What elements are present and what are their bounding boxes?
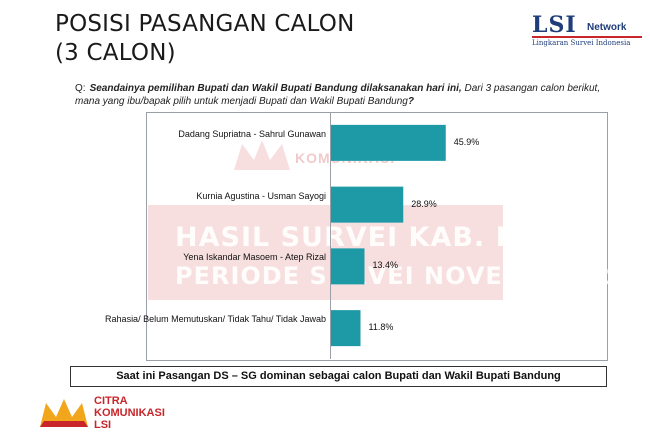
footer-line-2: KOMUNIKASI [94,407,165,419]
category-label-2: Yena Iskandar Masoem - Atep Rizal [183,252,326,263]
question-prefix: Q: [75,83,86,94]
bar-0 [331,124,446,161]
logo-subtitle: Lingkaran Survei Indonesia [532,39,631,47]
question-bold-part: Seandainya pemilihan Bupati dan Wakil Bu… [89,83,462,94]
bar-1 [331,186,404,223]
crown-icon [40,399,88,427]
logo-mark: LSI [532,12,577,38]
category-label-1: Kurnia Agustina - Usman Sayogi [196,190,326,201]
watermark-banner [148,205,503,300]
watermark-crown-icon [234,140,290,170]
question-end-mark: ? [407,96,414,107]
title-line-1: POSISI PASANGAN CALON [55,11,355,37]
category-label-0: Dadang Supriatna - Sahrul Gunawan [178,128,326,139]
logo-underline [532,36,642,38]
watermark-line-2: PERIODE SURVEI NOVEMBER 2020 [175,262,650,290]
watermark-line-1: HASIL SURVEI KAB. BANDUNG [175,222,650,253]
footer-line-1: CITRA [94,395,128,407]
category-label-3: Rahasia/ Belum Memutuskan/ Tidak Tahu/ T… [105,314,326,325]
value-label-3: 11.8% [368,322,394,333]
value-label-2: 13.4% [372,260,399,271]
bar-2 [331,248,365,285]
logo-network-text: Network [587,22,627,33]
citra-komunikasi-logo: CITRA KOMUNIKASI LSI [38,393,178,433]
summary-box: Saat ini Pasangan DS – SG dominan sebaga… [70,366,607,387]
survey-question: Q: Seandainya pemilihan Bupati dan Wakil … [75,82,605,108]
question-rest: Dari 3 pasangan calon berikut, mana yang… [75,83,601,107]
title-line-2: (3 CALON) [55,40,176,66]
chart-baseline [330,112,331,359]
bar-3 [331,310,361,347]
footer-line-3: LSI [94,419,112,431]
value-label-0: 45.9% [453,136,480,147]
page-title: POSISI PASANGAN CALON (3 CALON) [55,10,355,68]
value-label-1: 28.9% [411,198,437,209]
lsi-network-logo: LSI Network Lingkaran Survei Indonesia [532,12,642,52]
